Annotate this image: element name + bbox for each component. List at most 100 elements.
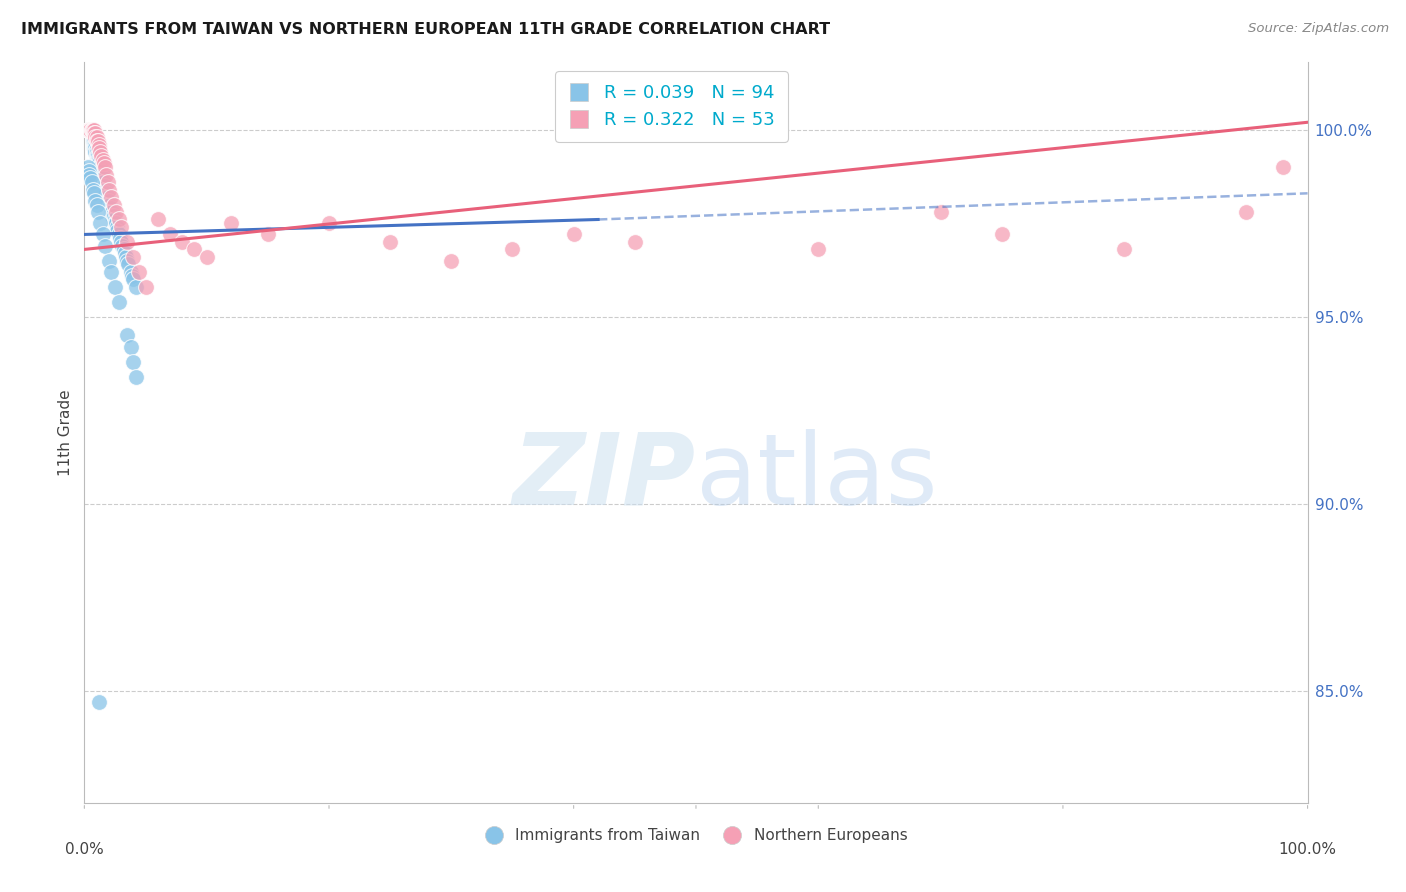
Text: 100.0%: 100.0% (1278, 842, 1337, 856)
Text: Source: ZipAtlas.com: Source: ZipAtlas.com (1249, 22, 1389, 36)
Point (96, 190, 118, 204)
Point (90, 164, 112, 178)
Point (562, 227, 585, 242)
Point (77, 122, 100, 136)
Point (104, 280, 127, 294)
Point (82, 134, 104, 148)
Point (86, 153, 108, 167)
Point (96, 186, 118, 201)
Text: IMMIGRANTS FROM TAIWAN VS NORTHERN EUROPEAN 11TH GRADE CORRELATION CHART: IMMIGRANTS FROM TAIWAN VS NORTHERN EUROP… (21, 22, 830, 37)
Point (122, 354, 145, 368)
Point (122, 250, 145, 264)
Point (117, 257, 139, 271)
Point (125, 369, 148, 384)
Point (89, 168, 111, 182)
Point (89, 145, 111, 160)
Point (105, 205, 128, 219)
Point (82, 130, 104, 145)
Point (112, 243, 135, 257)
Point (83, 127, 105, 141)
Point (807, 243, 830, 257)
Point (257, 227, 280, 242)
Point (84, 194, 107, 208)
Point (991, 227, 1014, 242)
Point (86, 141, 108, 155)
Point (107, 212, 129, 227)
Point (84, 130, 107, 145)
Point (135, 280, 157, 294)
Point (87, 153, 110, 167)
Point (219, 216, 242, 230)
Point (120, 265, 142, 279)
Point (100, 205, 122, 219)
Point (90, 168, 112, 182)
Point (80, 175, 103, 189)
Point (115, 235, 138, 249)
Point (1114, 243, 1136, 257)
Point (86, 145, 108, 160)
Point (108, 231, 131, 245)
Point (97, 194, 120, 208)
Point (318, 216, 340, 230)
Point (77, 160, 100, 174)
Point (929, 205, 952, 219)
Point (79, 122, 101, 136)
Point (100, 201, 122, 215)
Point (1272, 160, 1295, 174)
Point (77, 168, 100, 182)
Point (94, 238, 117, 252)
Point (84, 127, 107, 141)
Point (105, 216, 128, 230)
Point (89, 216, 111, 230)
Point (83, 186, 105, 201)
Y-axis label: 11th Grade: 11th Grade (58, 389, 73, 476)
Point (87, 149, 110, 163)
Point (87, 153, 110, 167)
Point (91, 153, 114, 167)
Point (86, 149, 108, 163)
Point (98, 197, 121, 211)
Point (1236, 205, 1258, 219)
Point (87, 156, 110, 170)
Point (87, 156, 110, 170)
Point (84, 137, 107, 152)
Point (121, 268, 143, 283)
Point (111, 238, 134, 252)
Point (115, 253, 138, 268)
Point (83, 122, 105, 136)
Point (100, 190, 122, 204)
Text: atlas: atlas (696, 428, 938, 525)
Point (97, 197, 120, 211)
Point (84, 141, 107, 155)
Point (624, 235, 647, 249)
Point (114, 246, 136, 260)
Point (87, 695, 110, 709)
Point (105, 219, 128, 234)
Point (120, 340, 142, 354)
Point (87, 160, 110, 174)
Point (77, 122, 100, 136)
Point (79, 122, 101, 136)
Point (87, 141, 110, 155)
Point (83, 134, 105, 148)
Point (105, 224, 128, 238)
Text: 0.0%: 0.0% (65, 842, 104, 856)
Point (90, 149, 112, 163)
Point (91, 227, 114, 242)
Point (91, 168, 114, 182)
Point (97, 253, 120, 268)
Point (107, 294, 129, 309)
Point (100, 265, 122, 279)
Point (82, 122, 104, 136)
Point (94, 178, 117, 193)
Point (82, 122, 104, 136)
Point (103, 197, 125, 211)
Point (84, 145, 107, 160)
Point (101, 209, 124, 223)
Point (502, 243, 524, 257)
Point (380, 235, 402, 249)
Point (77, 122, 100, 136)
Point (79, 171, 101, 186)
Point (128, 265, 150, 279)
Point (172, 235, 194, 249)
